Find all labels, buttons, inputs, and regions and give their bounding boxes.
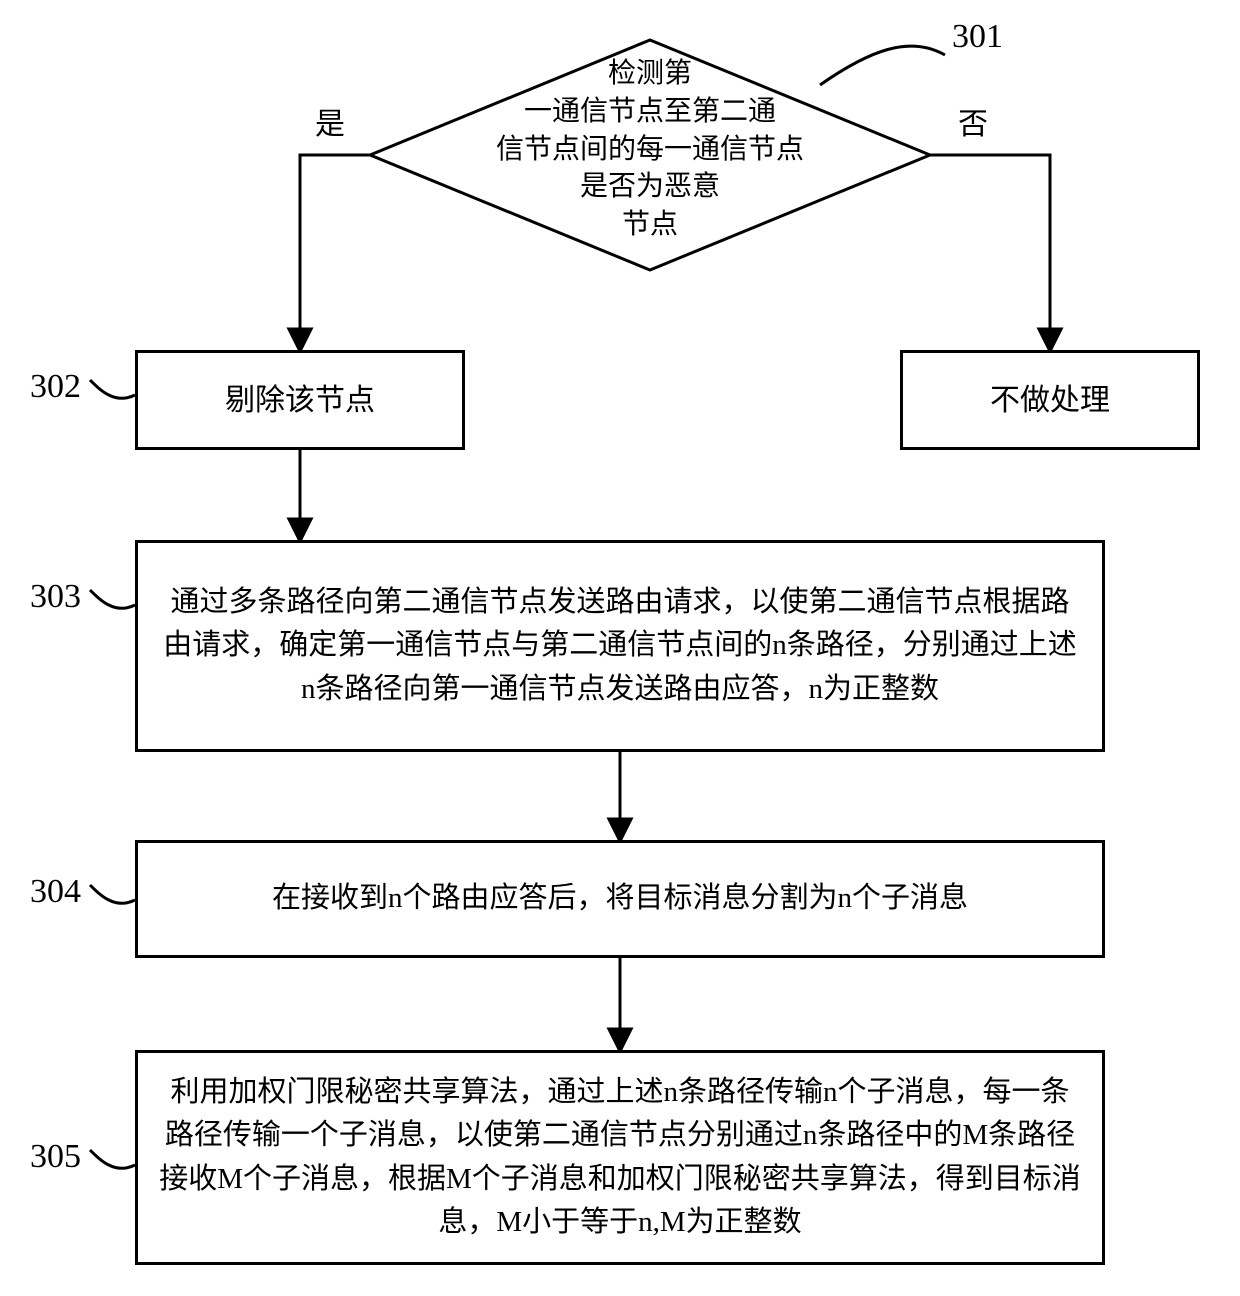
decision-line4: 是否为恶意 <box>370 168 930 206</box>
step-label-305: 305 <box>30 1140 81 1174</box>
decision-line1: 检测第 <box>370 55 930 93</box>
process-remove-node: 剔除该节点 <box>135 350 465 450</box>
process-304-text: 在接收到n个路由应答后，将目标消息分割为n个子消息 <box>272 877 968 921</box>
process-303: 通过多条路径向第二通信节点发送路由请求，以使第二通信节点根据路由请求，确定第一通… <box>135 540 1105 752</box>
process-303-text: 通过多条路径向第二通信节点发送路由请求，以使第二通信节点根据路由请求，确定第一通… <box>158 581 1082 712</box>
decision-line2: 一通信节点至第二通 <box>370 93 930 131</box>
process-remove-text: 剔除该节点 <box>225 378 375 423</box>
branch-label-yes: 是 <box>315 110 345 140</box>
step-label-303: 303 <box>30 580 81 614</box>
step-label-304: 304 <box>30 875 81 909</box>
process-305-text: 利用加权门限秘密共享算法，通过上述n条路径传输n个子消息，每一条路径传输一个子消… <box>158 1071 1082 1245</box>
process-304: 在接收到n个路由应答后，将目标消息分割为n个子消息 <box>135 840 1105 958</box>
step-label-302: 302 <box>30 370 81 404</box>
step-label-301: 301 <box>952 20 1003 54</box>
flowchart-canvas: 检测第 一通信节点至第二通 信节点间的每一通信节点 是否为恶意 节点 301 是… <box>0 0 1240 1296</box>
process-305: 利用加权门限秘密共享算法，通过上述n条路径传输n个子消息，每一条路径传输一个子消… <box>135 1050 1105 1265</box>
process-noop-text: 不做处理 <box>990 378 1110 423</box>
branch-label-no: 否 <box>958 110 988 140</box>
decision-line5: 节点 <box>370 206 930 244</box>
decision-node: 检测第 一通信节点至第二通 信节点间的每一通信节点 是否为恶意 节点 <box>370 55 930 244</box>
decision-line3: 信节点间的每一通信节点 <box>370 131 930 169</box>
process-noop: 不做处理 <box>900 350 1200 450</box>
